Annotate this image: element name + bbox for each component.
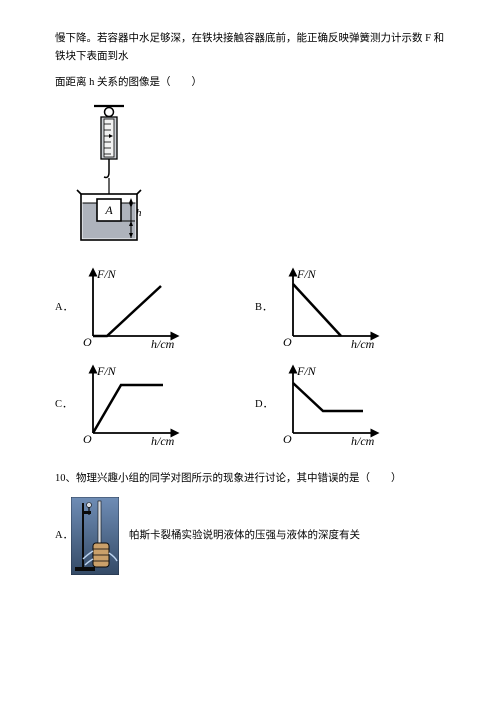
q10-option-a: A．	[55, 497, 445, 575]
q10-optA-label: A．	[55, 527, 71, 545]
svg-text:h: h	[136, 207, 142, 219]
svg-text:A: A	[104, 203, 113, 217]
intro-line2: 面距离 h 关系的图像是（ ）	[55, 74, 445, 92]
pascal-barrel-figure	[71, 497, 119, 575]
svg-text:h/cm: h/cm	[351, 434, 375, 448]
graph-c: F/N h/cm O	[71, 363, 186, 448]
svg-text:F/N: F/N	[96, 267, 117, 281]
svg-text:F/N: F/N	[296, 267, 317, 281]
option-a: A． F/N h/cm O	[55, 266, 245, 351]
svg-text:O: O	[83, 432, 92, 446]
q10-stem: 10、物理兴趣小组的同学对图所示的现象进行讨论，其中错误的是（ ）	[55, 470, 445, 488]
option-b: B． F/N h/cm O	[255, 266, 445, 351]
svg-text:O: O	[283, 335, 292, 349]
svg-text:F/N: F/N	[96, 364, 117, 378]
graph-b: F/N h/cm O	[271, 266, 386, 351]
svg-text:F/N: F/N	[296, 364, 317, 378]
option-d: D． F/N h/cm O	[255, 363, 445, 448]
graph-d: F/N h/cm O	[271, 363, 386, 448]
svg-text:O: O	[83, 335, 92, 349]
option-b-label: B．	[255, 299, 271, 317]
graph-a: F/N h/cm O	[71, 266, 186, 351]
svg-text:O: O	[283, 432, 292, 446]
svg-text:h/cm: h/cm	[151, 337, 175, 351]
apparatus-figure: A h	[69, 102, 445, 252]
option-a-label: A．	[55, 299, 71, 317]
svg-text:h/cm: h/cm	[351, 337, 375, 351]
intro-line1: 慢下降。若容器中水足够深，在铁块接触容器底前，能正确反映弹簧测力计示数 F 和铁…	[55, 30, 445, 66]
svg-text:h/cm: h/cm	[151, 434, 175, 448]
q9-options: A． F/N h/cm O B．	[55, 266, 445, 448]
option-d-label: D．	[255, 396, 271, 414]
q10-optA-text: 帕斯卡裂桶实验说明液体的压强与液体的深度有关	[129, 527, 360, 545]
option-c-label: C．	[55, 396, 71, 414]
option-c: C． F/N h/cm O	[55, 363, 245, 448]
